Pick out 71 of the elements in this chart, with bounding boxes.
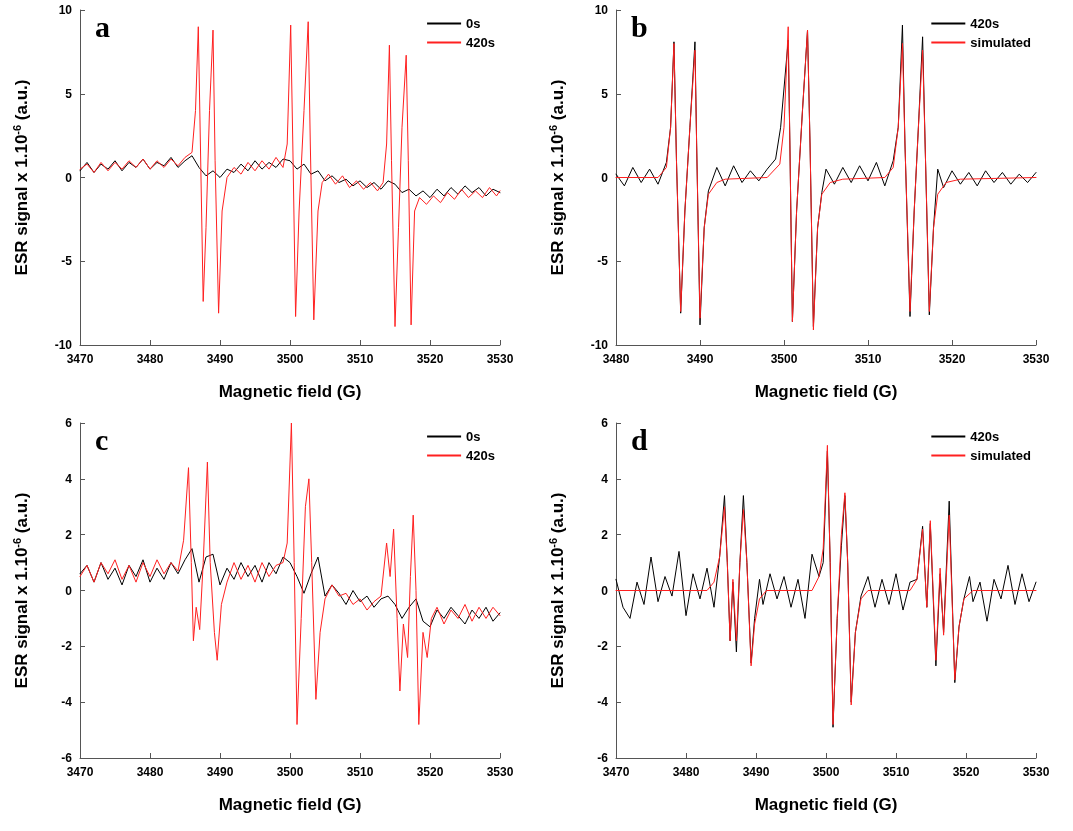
- y-tick-label: -4: [61, 695, 73, 710]
- y-tick-label: -6: [597, 751, 609, 765]
- x-tick-label: 3520: [952, 765, 980, 779]
- x-tick-label: 3530: [1022, 352, 1050, 366]
- y-tick-label: -10: [590, 338, 609, 352]
- y-axis-title: ESR signal x 1.10-6 (a.u.): [546, 492, 567, 689]
- x-tick-label: 3500: [276, 765, 304, 779]
- x-tick-label: 3520: [416, 765, 444, 779]
- y-tick-label: -2: [597, 639, 609, 654]
- x-tick-label: 3480: [136, 765, 164, 779]
- y-tick-label: 6: [601, 416, 609, 430]
- x-tick-label: 3470: [66, 765, 94, 779]
- x-tick-label: 3520: [938, 352, 966, 366]
- legend-label: 420s: [466, 448, 495, 463]
- y-tick-label: 2: [601, 527, 609, 542]
- y-tick-label: 10: [594, 3, 609, 17]
- x-tick-label: 3510: [346, 765, 374, 779]
- x-tick-label: 3480: [672, 765, 700, 779]
- y-tick-label: 0: [65, 170, 73, 185]
- legend-label: 420s: [466, 35, 495, 50]
- y-tick-label: -2: [61, 639, 73, 654]
- legend-label: 420s: [970, 429, 1000, 444]
- chart-title: a: [95, 9, 110, 43]
- y-axis-title: ESR signal x 1.10-6 (a.u.): [10, 79, 31, 276]
- y-tick-label: -5: [61, 254, 73, 269]
- x-tick-label: 3500: [276, 352, 304, 366]
- chart-title: b: [631, 9, 648, 43]
- x-tick-label: 3530: [1022, 765, 1050, 779]
- y-tick-label: -10: [54, 338, 73, 352]
- y-tick-label: -4: [597, 695, 609, 710]
- y-tick-label: 4: [601, 471, 609, 486]
- y-tick-label: 0: [601, 170, 609, 185]
- x-tick-label: 3490: [206, 352, 234, 366]
- y-tick-label: 5: [65, 86, 73, 101]
- y-tick-label: 0: [601, 583, 609, 598]
- y-axis-title: ESR signal x 1.10-6 (a.u.): [10, 492, 31, 689]
- x-tick-label: 3490: [206, 765, 234, 779]
- y-axis-title: ESR signal x 1.10-6 (a.u.): [546, 79, 567, 276]
- y-tick-label: 5: [601, 86, 609, 101]
- legend-label: 420s: [970, 16, 1000, 31]
- x-tick-label: 3530: [486, 352, 514, 366]
- x-tick-label: 3530: [486, 765, 514, 779]
- legend-label: 0s: [466, 429, 481, 444]
- legend-label: simulated: [970, 35, 1032, 50]
- y-tick-label: 2: [65, 527, 73, 542]
- x-axis-title: Magnetic field (G): [754, 795, 898, 814]
- x-tick-label: 3500: [770, 352, 798, 366]
- legend-label: 0s: [466, 16, 481, 31]
- y-tick-label: 6: [65, 416, 73, 430]
- x-tick-label: 3510: [854, 352, 882, 366]
- x-tick-label: 3490: [742, 765, 770, 779]
- y-tick-label: 4: [65, 471, 73, 486]
- y-tick-label: -6: [61, 751, 73, 765]
- x-tick-label: 3470: [602, 765, 630, 779]
- x-tick-label: 3480: [136, 352, 164, 366]
- x-axis-title: Magnetic field (G): [754, 382, 898, 401]
- x-axis-title: Magnetic field (G): [218, 382, 362, 401]
- x-tick-label: 3500: [812, 765, 840, 779]
- x-tick-label: 3480: [602, 352, 630, 366]
- legend-label: simulated: [970, 448, 1032, 463]
- y-tick-label: 0: [65, 583, 73, 598]
- x-tick-label: 3490: [686, 352, 714, 366]
- y-tick-label: 10: [58, 3, 73, 17]
- x-tick-label: 3470: [66, 352, 94, 366]
- x-tick-label: 3510: [882, 765, 910, 779]
- x-tick-label: 3520: [416, 352, 444, 366]
- y-tick-label: -5: [597, 254, 609, 269]
- x-tick-label: 3510: [346, 352, 374, 366]
- chart-title: c: [95, 422, 109, 456]
- chart-title: d: [631, 422, 648, 456]
- x-axis-title: Magnetic field (G): [218, 795, 362, 814]
